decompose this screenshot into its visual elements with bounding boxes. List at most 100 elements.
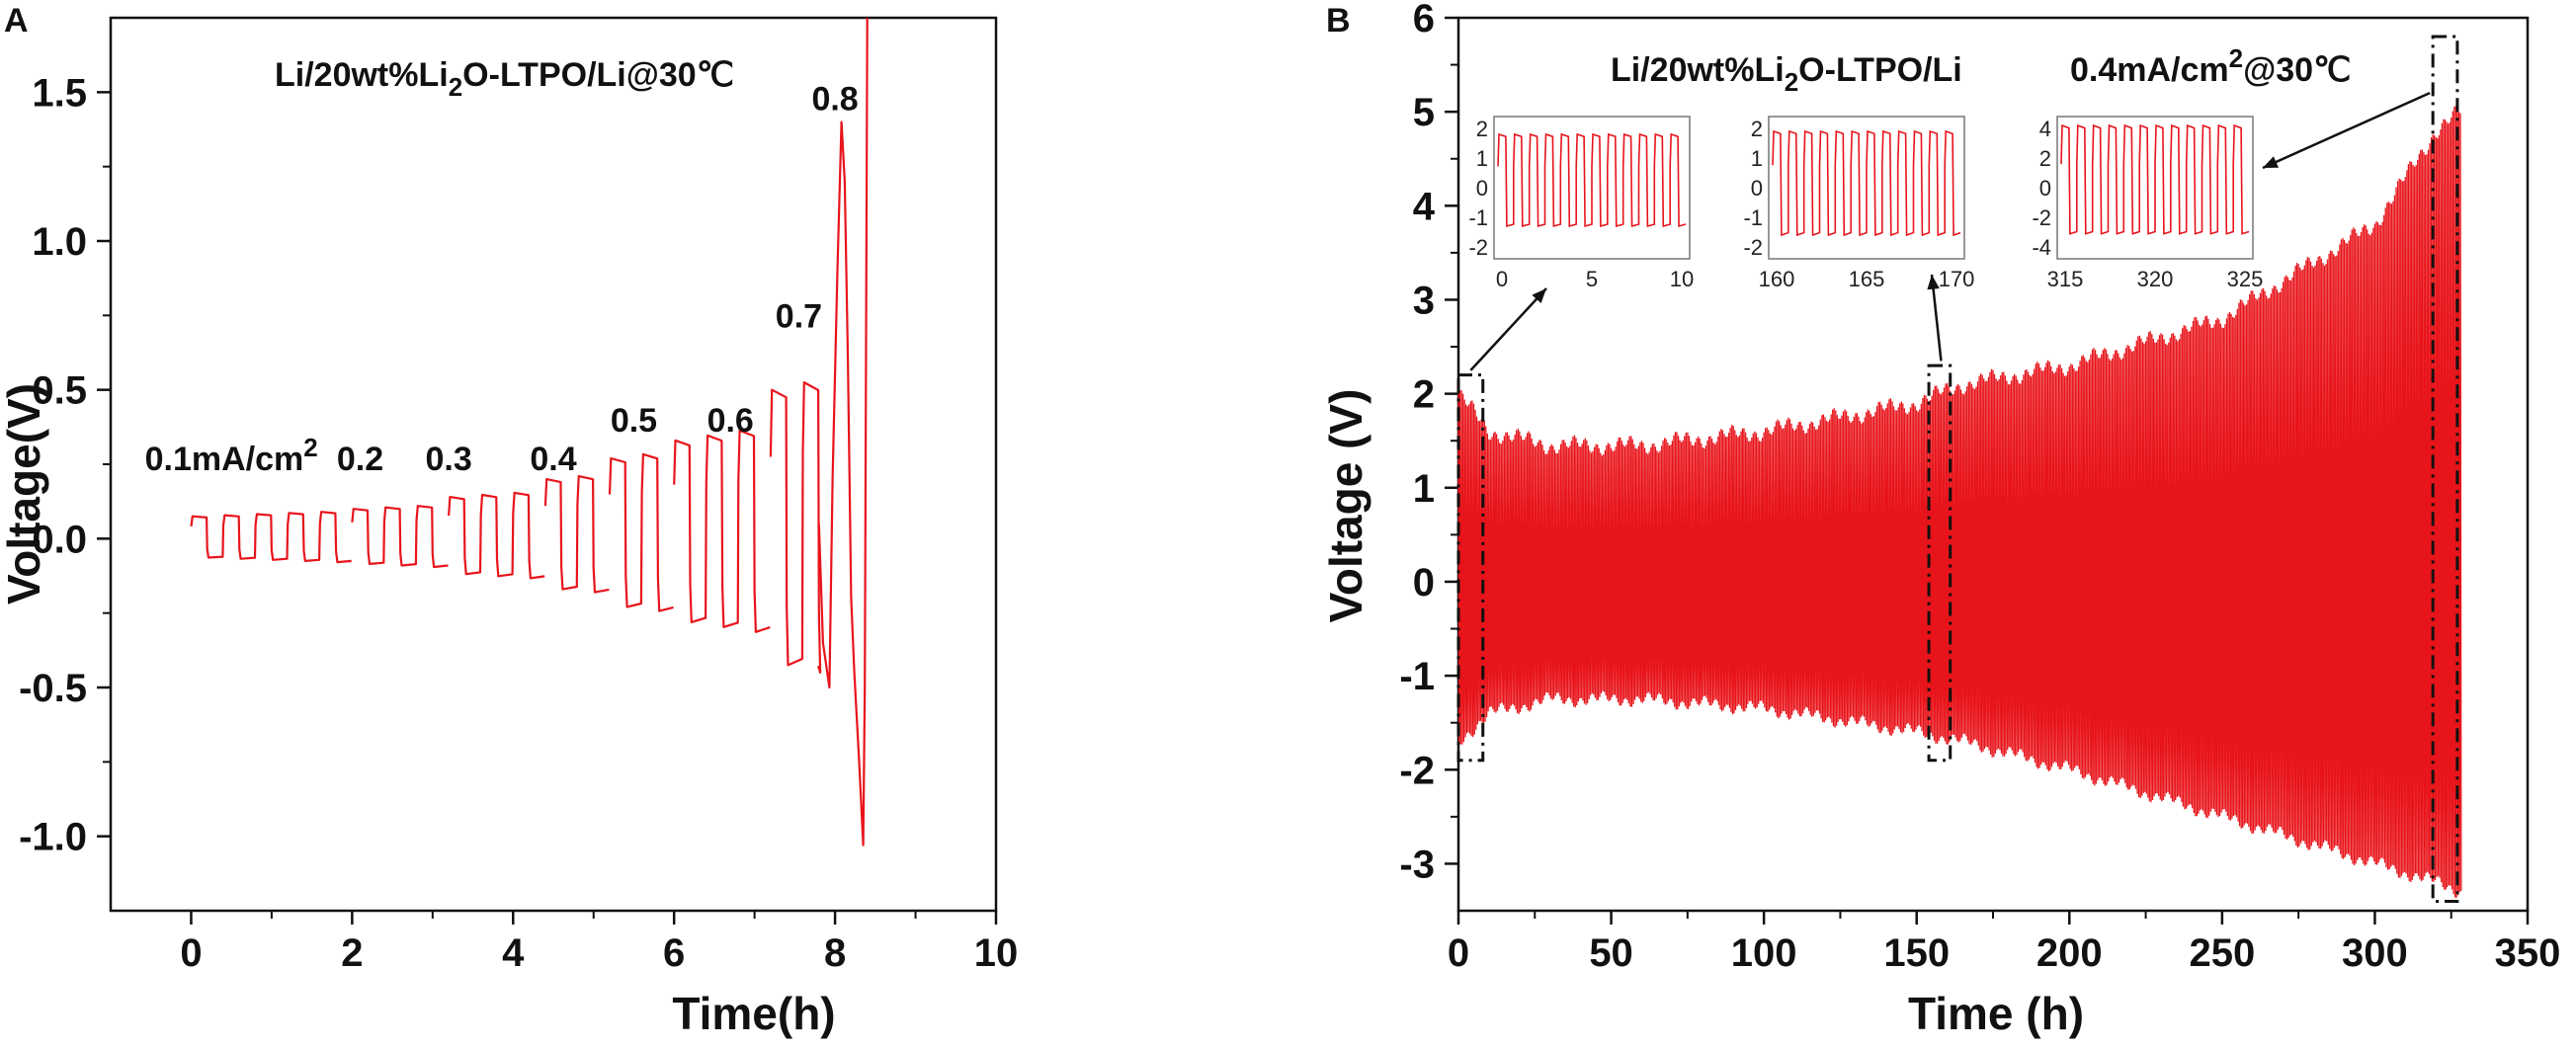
panel-b-inset-mid: 160 165 170 2 1 0 -1 -2 — [1743, 116, 1975, 291]
inset-y-tick-label: -4 — [2032, 235, 2051, 260]
arrow-to-inset-end-head — [2263, 156, 2279, 168]
panel-b-y-tick-label: -1 — [1399, 655, 1435, 698]
panel-a-x-tick-label: 0 — [180, 931, 202, 975]
panel-a-rate-label: 0.3 — [425, 441, 471, 478]
inset-x-tick-label: 0 — [1496, 267, 1508, 291]
panel-a-rate-label: 0.8 — [811, 80, 858, 118]
inset-y-tick-label: 0 — [1751, 176, 1763, 201]
panel-a-series-0.1 — [190, 511, 352, 564]
inset-x-tick-label: 325 — [2227, 267, 2264, 291]
panel-a-letter: A — [4, 2, 29, 40]
panel-a-y-axis-title: Voltage(V) — [0, 383, 49, 605]
inset-y-tick-label: 2 — [1751, 117, 1763, 141]
panel-a-series-0.7 — [769, 381, 822, 674]
inset-x-tick-label: 10 — [1670, 267, 1694, 291]
inset-y-tick-label: -2 — [2032, 205, 2051, 230]
inset-y-tick-label: 1 — [1476, 146, 1488, 171]
panel-b-y-tick-label: 0 — [1413, 561, 1435, 605]
panel-a-trace — [190, 17, 869, 847]
inset-trace — [2060, 123, 2250, 235]
panel-b-inset-end: 315 320 325 4 2 0 -2 -4 — [2032, 116, 2264, 291]
panel-a-x-tick-label: 2 — [341, 931, 363, 975]
panel-a-rate-label: 0.2 — [337, 441, 383, 478]
panel-b-y-tick-label: -3 — [1399, 843, 1435, 886]
inset-trace — [1772, 129, 1961, 237]
panel-b-box-mid — [1927, 363, 1953, 763]
panel-b-box-end — [2431, 35, 2459, 903]
inset-x-tick-label: 160 — [1759, 267, 1795, 291]
inset-y-tick-label: 0 — [1476, 176, 1488, 201]
panel-b-x-tick-label: 0 — [1448, 931, 1469, 975]
inset-y-tick-label: -2 — [1468, 235, 1488, 260]
panel-a-series-0.2 — [351, 505, 449, 569]
panel-a-series-0.5 — [608, 452, 674, 612]
panel-b-cycling-trace — [1457, 106, 2462, 898]
arrow-to-inset-start-head — [1532, 288, 1546, 303]
panel-a-series-0.8 — [817, 17, 869, 847]
panel-a-x-tick-label: 6 — [663, 931, 685, 975]
panel-b-y-tick-label: 1 — [1413, 467, 1435, 511]
panel-a-rate-label: 0.5 — [611, 402, 657, 440]
panel-a-series-0.6 — [673, 429, 771, 633]
arrow-to-inset-mid-head — [1927, 275, 1940, 290]
panel-b-y-tick-label: -2 — [1399, 749, 1435, 792]
panel-a: A Li/20wt%Li2O-LTPO/Li@30℃ 0 2 4 6 8 10 -1.0 -0… — [0, 2, 1018, 1039]
inset-x-tick-label: 5 — [1586, 267, 1598, 291]
panel-a-rate-label: 0.7 — [776, 297, 822, 335]
panel-b-y-tick-label: 4 — [1413, 185, 1436, 228]
panel-a-y-tick-label: 0.5 — [32, 369, 87, 413]
panel-a-x-tick-label: 8 — [824, 931, 846, 975]
panel-b-y-tick-label: 5 — [1413, 91, 1435, 134]
inset-x-tick-label: 315 — [2047, 267, 2084, 291]
panel-a-series-0.3 — [448, 491, 545, 580]
panel-a-x-tick-label: 4 — [502, 931, 525, 975]
panel-b-x-tick-label: 300 — [2342, 931, 2408, 975]
panel-b-x-tick-label: 250 — [2189, 931, 2255, 975]
panel-b-x-tick-label: 100 — [1731, 931, 1797, 975]
panel-a-rate-labels: 0.1mA/cm2 0.2 0.3 0.4 0.5 0.6 0.7 0.8 — [145, 80, 859, 478]
panel-b-y-axis-title: Voltage (V) — [1320, 389, 1371, 623]
panel-a-x-axis-title: Time(h) — [672, 988, 835, 1039]
panel-b-x-tick-label: 50 — [1589, 931, 1633, 975]
panel-a-rate-label: 0.6 — [707, 402, 754, 440]
inset-y-tick-label: -1 — [1468, 205, 1488, 230]
panel-a-y-tick-label: 0.0 — [32, 518, 87, 561]
arrow-to-inset-start — [1469, 287, 1547, 371]
panel-b-y-tick-label: 3 — [1413, 279, 1435, 322]
panel-b-box-start — [1456, 373, 1485, 763]
inset-y-tick-label: 2 — [2039, 146, 2051, 171]
inset-y-tick-label: 1 — [1751, 146, 1763, 171]
panel-a-title: Li/20wt%Li2O-LTPO/Li@30℃ — [275, 56, 734, 102]
panel-a-y-tick-label: 1.5 — [32, 71, 87, 115]
panel-b-title: Li/20wt%Li2O-LTPO/Li — [1611, 51, 1962, 97]
inset-y-tick-label: 4 — [2039, 117, 2051, 141]
inset-y-tick-label: 0 — [2039, 176, 2051, 201]
inset-x-tick-label: 170 — [1939, 267, 1975, 291]
panel-a-x-tick-label: 10 — [974, 931, 1019, 975]
panel-b-highlight-boxes — [1456, 35, 2459, 903]
inset-y-tick-label: 2 — [1476, 117, 1488, 141]
inset-trace — [1497, 132, 1687, 228]
inset-x-tick-label: 165 — [1849, 267, 1885, 291]
panel-a-axes: 0 2 4 6 8 10 -1.0 -0.5 0.0 0.5 1.0 1.5 — [19, 16, 1019, 975]
inset-x-tick-label: 320 — [2137, 267, 2174, 291]
panel-b-letter: B — [1326, 2, 1351, 40]
panel-b-x-tick-label: 150 — [1883, 931, 1950, 975]
panel-a-y-tick-label: -1.0 — [19, 816, 87, 859]
panel-a-y-tick-label: 1.0 — [32, 220, 87, 264]
panel-b-y-tick-label: 2 — [1413, 373, 1435, 417]
panel-a-y-tick-label: -0.5 — [19, 667, 87, 710]
panel-b-y-tick-label: 6 — [1413, 0, 1435, 40]
panel-b-trace — [1457, 106, 2462, 898]
panel-b-x-tick-label: 200 — [2036, 931, 2103, 975]
inset-y-tick-label: -2 — [1743, 235, 1763, 260]
inset-y-tick-label: -1 — [1743, 205, 1763, 230]
panel-a-rate-label: 0.1mA/cm2 — [145, 433, 318, 478]
panel-b-x-axis-title: Time (h) — [1908, 988, 2084, 1039]
arrow-to-inset-end — [2262, 91, 2431, 170]
